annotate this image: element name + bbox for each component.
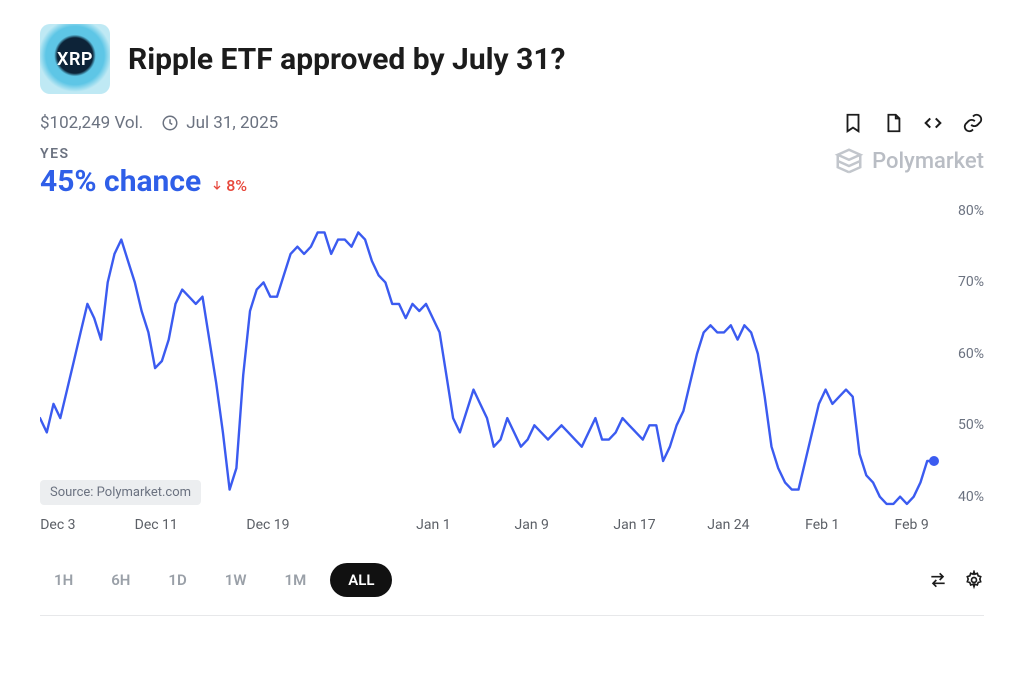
document-icon — [882, 112, 904, 134]
x-tick: Jan 1 — [416, 517, 450, 533]
chance-text: 45% chance — [40, 164, 201, 199]
end-date-text: Jul 31, 2025 — [186, 113, 278, 133]
chart-svg — [40, 211, 984, 511]
x-tick: Feb 1 — [805, 517, 839, 533]
y-tick: 80% — [958, 203, 984, 219]
divider — [40, 615, 984, 616]
range-all[interactable]: ALL — [330, 563, 392, 597]
delta-text: 8% — [226, 176, 247, 195]
outcome-row: YES 45% chance 8% Polymarket — [40, 146, 984, 199]
end-date: Jul 31, 2025 — [161, 113, 278, 133]
x-tick: Dec 11 — [135, 517, 178, 533]
clock-icon — [161, 114, 179, 132]
y-tick: 40% — [958, 489, 984, 505]
settings-button[interactable] — [964, 570, 984, 590]
source-badge: Source: Polymarket.com — [40, 480, 201, 505]
chance-row: 45% chance 8% — [40, 164, 247, 199]
gear-icon — [964, 570, 984, 590]
range-1d[interactable]: 1D — [154, 563, 200, 597]
market-title: Ripple ETF approved by July 31? — [128, 42, 565, 77]
bookmark-icon — [842, 112, 864, 134]
volume-text: $102,249 Vol. — [40, 113, 143, 133]
arrow-down-icon — [211, 179, 223, 191]
bookmark-button[interactable] — [842, 112, 864, 134]
chart: 40%50%60%70%80% Source: Polymarket.com — [40, 211, 984, 511]
footer: 1H 6H 1D 1W 1M ALL — [40, 563, 984, 597]
swap-icon — [928, 570, 948, 590]
y-tick: 50% — [958, 417, 984, 433]
action-icons — [842, 112, 984, 134]
embed-button[interactable] — [922, 112, 944, 134]
compare-button[interactable] — [928, 570, 948, 590]
outcome-label: YES — [40, 146, 247, 162]
polymarket-logo-icon — [834, 146, 864, 176]
range-selector: 1H 6H 1D 1W 1M ALL — [40, 563, 392, 597]
y-axis: 40%50%60%70%80% — [934, 211, 984, 511]
link-icon — [962, 112, 984, 134]
range-1h[interactable]: 1H — [40, 563, 87, 597]
subhead-left: $102,249 Vol. Jul 31, 2025 — [40, 113, 278, 133]
range-1w[interactable]: 1W — [211, 563, 261, 597]
range-1m[interactable]: 1M — [271, 563, 321, 597]
header: XRP Ripple ETF approved by July 31? — [40, 24, 984, 94]
code-icon — [922, 112, 944, 134]
subhead: $102,249 Vol. Jul 31, 2025 — [40, 112, 984, 134]
delta: 8% — [211, 176, 247, 195]
range-6h[interactable]: 6H — [97, 563, 144, 597]
x-tick: Jan 17 — [613, 517, 655, 533]
x-tick: Dec 19 — [246, 517, 289, 533]
x-axis: Dec 3 Dec 11 Dec 19 Jan 1 Jan 9 Jan 17 Jan 24 F… — [40, 517, 984, 541]
brand: Polymarket — [834, 146, 984, 176]
x-tick: Feb 9 — [895, 517, 929, 533]
y-tick: 70% — [958, 274, 984, 290]
market-icon-label: XRP — [57, 49, 93, 70]
y-tick: 60% — [958, 346, 984, 362]
outcome-block: YES 45% chance 8% — [40, 146, 247, 199]
document-button[interactable] — [882, 112, 904, 134]
brand-name: Polymarket — [872, 149, 984, 174]
share-button[interactable] — [962, 112, 984, 134]
x-tick: Jan 9 — [514, 517, 548, 533]
x-tick: Dec 3 — [40, 517, 75, 533]
x-tick: Jan 24 — [707, 517, 749, 533]
market-icon: XRP — [40, 24, 110, 94]
footer-icons — [928, 570, 984, 590]
